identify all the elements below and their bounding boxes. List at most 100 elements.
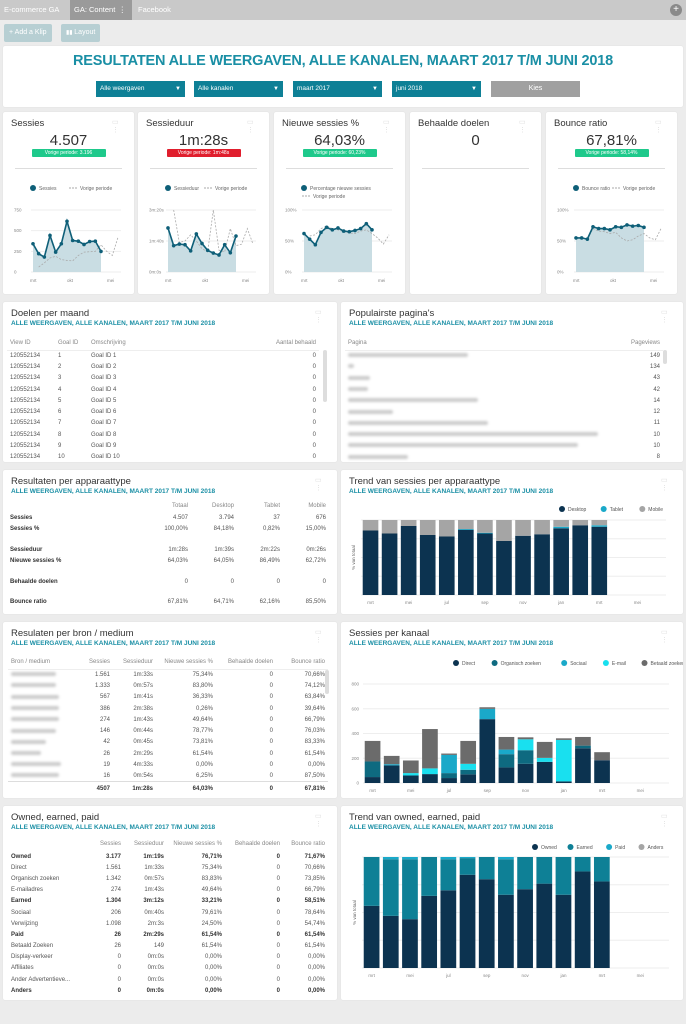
bar-segment-mobile[interactable]: [591, 520, 608, 526]
data-point[interactable]: [188, 249, 193, 253]
table-row[interactable]: 12: [345, 406, 663, 417]
bar-segment-e-mail[interactable]: [422, 768, 438, 775]
bar-segment-earned[interactable]: [440, 859, 457, 891]
table-row[interactable]: 120552134 5 Goal ID 5 0: [7, 395, 319, 406]
data-point[interactable]: [353, 228, 357, 233]
table-row[interactable]: 11: [345, 418, 663, 429]
bar-segment-organisch-zoeken[interactable]: [441, 773, 457, 779]
table-row[interactable]: 19 4m:33s 0,00% 0 0,00%: [8, 759, 328, 770]
bar-segment-mobile[interactable]: [458, 520, 474, 529]
table-row[interactable]: Organisch zoeken 1.342 0m:57s 83,83% 0 73,85%: [8, 873, 328, 884]
bar-segment-mobile[interactable]: [477, 520, 493, 533]
bar-segment-paid[interactable]: [498, 857, 514, 860]
data-point[interactable]: [200, 241, 204, 246]
data-point[interactable]: [31, 242, 35, 246]
bar-segment-earned[interactable]: [555, 857, 572, 895]
bar-segment-organisch-zoeken[interactable]: [460, 769, 477, 775]
table-row[interactable]: 26 2m:29s 61,54% 0 61,54%: [8, 748, 328, 759]
data-point[interactable]: [630, 224, 635, 228]
bar-segment-sociaal[interactable]: [441, 754, 457, 774]
table-row[interactable]: 120552134 2 Goal ID 2 0: [7, 361, 319, 372]
bar-segment-betaald-zoeken[interactable]: [422, 729, 438, 769]
data-point[interactable]: [59, 242, 64, 246]
data-point[interactable]: [48, 233, 52, 238]
data-point[interactable]: [205, 248, 210, 253]
data-point[interactable]: [222, 242, 227, 247]
table-row[interactable]: Verwijzing 1.098 2m:3s 24,50% 0 54,74%: [8, 918, 328, 929]
card-menu-icon[interactable]: ▭ ⋮: [661, 629, 668, 644]
bar-segment-betaald-zoeken[interactable]: [364, 740, 381, 762]
bar-segment-mobile[interactable]: [572, 520, 589, 526]
bar-segment-desktop[interactable]: [438, 536, 455, 596]
bar-segment-paid[interactable]: [440, 857, 457, 860]
bar-segment-mobile[interactable]: [515, 520, 531, 536]
table-row[interactable]: Paid 26 2m:29s 61,54% 0 61,54%: [8, 929, 328, 940]
layout-button[interactable]: ▮▮ Layout: [61, 24, 101, 42]
data-point[interactable]: [93, 239, 98, 243]
data-point[interactable]: [171, 243, 176, 248]
data-point[interactable]: [76, 239, 81, 243]
data-point[interactable]: [42, 255, 47, 259]
bar-segment-e-mail[interactable]: [517, 739, 534, 751]
card-menu-icon[interactable]: ▭ ⋮: [661, 309, 668, 324]
bar-segment-e-mail[interactable]: [536, 757, 553, 762]
bar-segment-owned[interactable]: [574, 871, 591, 968]
bar-segment-direct[interactable]: [479, 719, 496, 783]
data-point[interactable]: [183, 242, 187, 247]
bar-segment-owned[interactable]: [517, 889, 533, 968]
card-menu-icon[interactable]: ▭ ⋮: [315, 813, 322, 828]
bar-segment-betaald-zoeken[interactable]: [575, 736, 591, 746]
view-select[interactable]: Alle weergaven ▼: [96, 81, 185, 97]
apply-button[interactable]: Kies: [491, 81, 580, 97]
bar-segment-owned[interactable]: [363, 905, 380, 968]
data-point[interactable]: [228, 250, 233, 255]
legend-item[interactable]: Anders: [648, 845, 664, 851]
card-menu-icon[interactable]: ▭ ⋮: [519, 119, 526, 134]
bar-segment-direct[interactable]: [517, 763, 534, 783]
bar-segment-mobile[interactable]: [381, 520, 398, 534]
data-point[interactable]: [313, 242, 318, 247]
table-row[interactable]: Betaald Zoeken 26 149 61,54% 0 61,54%: [8, 941, 328, 952]
bar-segment-e-mail[interactable]: [555, 739, 572, 782]
table-row[interactable]: 386 2m:38s 0,26% 0 39,64%: [8, 703, 328, 714]
data-point[interactable]: [636, 223, 641, 228]
data-point[interactable]: [619, 225, 624, 230]
table-row[interactable]: 1.333 0m:57s 83,80% 0 74,12%: [8, 680, 328, 691]
bar-segment-owned[interactable]: [498, 894, 514, 968]
legend-item[interactable]: Paid: [615, 845, 625, 851]
table-row[interactable]: 567 1m:41s 36,33% 0 63,84%: [8, 692, 328, 703]
table-row[interactable]: 120552134 1 Goal ID 1 0: [7, 350, 319, 361]
bar-segment-desktop[interactable]: [553, 528, 569, 595]
data-point[interactable]: [319, 230, 323, 235]
card-menu-icon[interactable]: ▭ ⋮: [661, 477, 668, 492]
data-point[interactable]: [625, 223, 629, 227]
data-point[interactable]: [341, 229, 346, 233]
data-point[interactable]: [585, 237, 590, 241]
add-klip-button[interactable]: + Add a Klip: [4, 24, 52, 42]
bar-segment-earned[interactable]: [459, 858, 476, 875]
card-menu-icon[interactable]: ▭ ⋮: [315, 309, 322, 324]
table-row[interactable]: 8: [345, 452, 663, 463]
bar-segment-direct[interactable]: [383, 765, 400, 783]
scrollbar[interactable]: [325, 670, 329, 694]
bar-segment-e-mail[interactable]: [460, 763, 477, 770]
bar-segment-betaald-zoeken[interactable]: [441, 753, 457, 755]
data-point[interactable]: [70, 238, 75, 243]
bar-segment-mobile[interactable]: [419, 520, 436, 535]
bar-segment-owned[interactable]: [421, 895, 438, 968]
bar-segment-tablet[interactable]: [477, 532, 493, 534]
table-row[interactable]: Direct 1.561 1m:33s 75,34% 0 70,66%: [8, 862, 328, 873]
bar-segment-paid[interactable]: [382, 857, 399, 860]
data-point[interactable]: [307, 237, 312, 241]
scrollbar[interactable]: [323, 350, 327, 402]
data-point[interactable]: [177, 242, 182, 246]
card-menu-icon[interactable]: ▭ ⋮: [247, 119, 254, 134]
data-point[interactable]: [53, 250, 58, 254]
legend-item[interactable]: Earned: [577, 845, 593, 851]
bar-segment-owned[interactable]: [459, 874, 476, 968]
bar-segment-tablet[interactable]: [553, 526, 569, 529]
data-point[interactable]: [364, 221, 369, 226]
bar-segment-earned[interactable]: [363, 857, 380, 906]
bar-segment-mobile[interactable]: [553, 520, 569, 527]
data-point[interactable]: [613, 224, 618, 229]
